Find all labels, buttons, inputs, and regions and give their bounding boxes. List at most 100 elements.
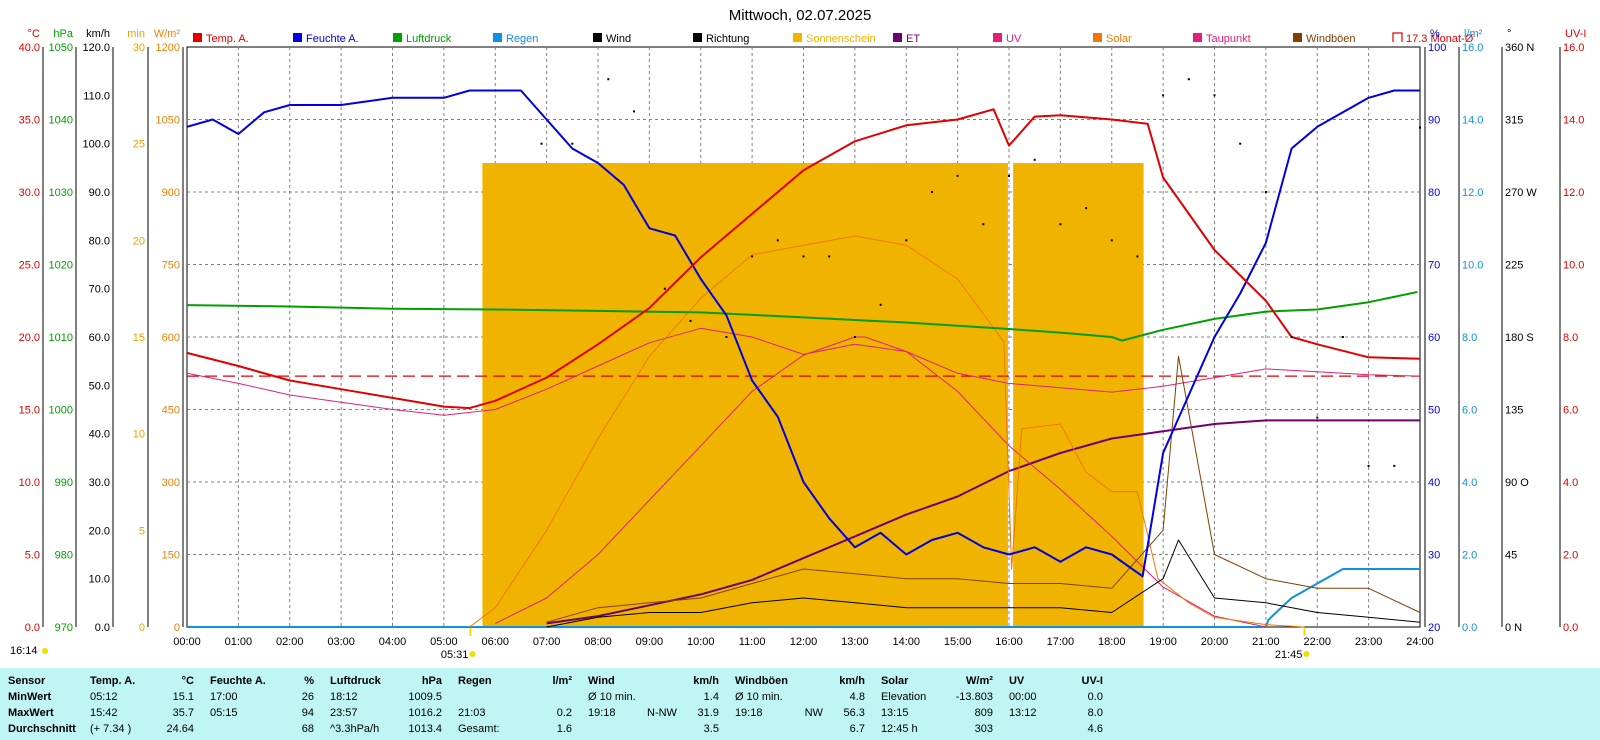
x-tick-label: 12:00 xyxy=(790,636,818,648)
press-axis-tick-label: 1030 xyxy=(49,187,73,199)
solar-value: 809 xyxy=(974,707,993,719)
header-sensor: Sensor xyxy=(8,675,46,687)
uv-axis-tick-label: 12.0 xyxy=(1563,187,1584,199)
rain-time: Gesamt: xyxy=(458,723,500,735)
x-tick-label: 10:00 xyxy=(687,636,715,648)
wind-axis-tick-label: 30.0 xyxy=(89,477,110,489)
humidity-value: 26 xyxy=(301,691,314,703)
solar-value: -13.803 xyxy=(955,691,993,703)
pressure-value: 1013.4 xyxy=(408,723,442,735)
press-axis-tick-label: 1020 xyxy=(49,260,73,272)
x-tick-label: 08:00 xyxy=(584,636,612,648)
temp-axis-tick-label: 0.0 xyxy=(25,622,40,634)
legend-swatch xyxy=(1193,33,1202,42)
header-pressure-unit: hPa xyxy=(421,675,442,687)
pressure-time: 18:12 xyxy=(330,691,358,703)
rain-axis-tick-label: 4.0 xyxy=(1462,477,1477,489)
uv-axis-unit: UV-I xyxy=(1565,28,1586,40)
rain-axis-tick-label: 2.0 xyxy=(1462,550,1477,562)
solar-axis-tick-label: 900 xyxy=(162,187,180,199)
legend-swatch xyxy=(693,33,702,42)
x-tick-label: 11:00 xyxy=(739,636,766,648)
min-axis-tick-label: 0 xyxy=(139,622,145,634)
row-label: MaxWert xyxy=(8,707,54,719)
rain-value: 1.6 xyxy=(556,723,572,735)
statistics-header-row: Sensor Temp. A. °C Feuchte A. % Luftdruc… xyxy=(6,673,1105,689)
marker-layer: 05:31 21:45 16:14 xyxy=(10,628,1310,661)
wind-axis-tick-label: 100.0 xyxy=(82,139,110,151)
direction-point xyxy=(956,174,959,177)
header-gusts: Windböen xyxy=(734,675,788,687)
min-axis-tick-label: 15 xyxy=(133,332,145,344)
sunrise-tick xyxy=(469,628,472,636)
solar-axis-tick-label: 450 xyxy=(162,405,180,417)
temp-axis-tick-label: 5.0 xyxy=(25,550,40,562)
direction-point xyxy=(607,78,610,81)
rain-time xyxy=(456,689,520,705)
header-uv: UV xyxy=(1008,675,1025,687)
x-tick-label: 01:00 xyxy=(225,636,253,648)
header-pressure: Luftdruck xyxy=(330,675,381,687)
direction-point xyxy=(1059,223,1062,226)
hum-axis-tick-label: 90 xyxy=(1428,115,1440,127)
sunshine-block xyxy=(1013,163,1144,627)
x-tick-label: 13:00 xyxy=(841,636,869,648)
temp-axis-tick-label: 40.0 xyxy=(19,42,40,54)
dir-axis-tick-label: 0 N xyxy=(1505,622,1522,634)
x-tick-label: 04:00 xyxy=(379,636,407,648)
current-time-label: 16:14 xyxy=(10,645,38,657)
gust-value: 56.3 xyxy=(843,707,865,719)
header-solar-unit: W/m² xyxy=(966,675,993,687)
rain-axis-tick-label: 6.0 xyxy=(1462,405,1477,417)
min-axis-tick-label: 10 xyxy=(133,429,145,441)
current-time-marker xyxy=(42,648,48,654)
header-humidity: Feuchte A. xyxy=(210,675,266,687)
temp-axis-tick-label: 35.0 xyxy=(19,115,40,127)
gust-time xyxy=(733,721,797,737)
header-temp: Temp. A. xyxy=(90,675,136,687)
sunset-tick xyxy=(1303,628,1306,636)
solar-axis-tick-label: 600 xyxy=(162,332,180,344)
uv-time: 13:12 xyxy=(1008,707,1037,719)
chart-title: Mittwoch, 02.07.2025 xyxy=(729,7,872,24)
legend-swatch xyxy=(593,33,602,42)
gust-time: Ø 10 min. xyxy=(734,691,783,703)
rain-time: 21:03 xyxy=(458,707,486,719)
dir-axis-tick-label: 270 W xyxy=(1505,187,1537,199)
header-humidity-unit: % xyxy=(304,675,314,687)
hum-axis-tick-label: 60 xyxy=(1428,332,1440,344)
header-solar: Solar xyxy=(880,675,909,687)
statistics-row-average: Durchschnitt (+ 7.34 ) 24.64 68 ^3.3hPa/… xyxy=(6,721,1105,737)
axes-layer: 00:00 01:00 02:00 03:00 04:00 05:00 06:00 07:00… xyxy=(19,28,1587,648)
x-tick-label: 14:00 xyxy=(892,636,920,648)
x-tick-label: 15:00 xyxy=(944,636,972,648)
dir-axis-tick-label: 225 xyxy=(1505,260,1523,272)
x-tick-label: 16:00 xyxy=(995,636,1023,648)
press-axis-tick-label: 1050 xyxy=(49,42,73,54)
temp-time: (+ 7.34 ) xyxy=(90,723,132,735)
wind-axis-tick-label: 60.0 xyxy=(89,332,110,344)
gust-time: 19:18 xyxy=(734,707,763,719)
press-axis-tick-label: 1040 xyxy=(49,115,73,127)
direction-point xyxy=(571,142,574,145)
wind-axis-tick-label: 80.0 xyxy=(89,235,110,247)
uv-axis-tick-label: 16.0 xyxy=(1563,42,1584,54)
sunrise-label: 05:31 xyxy=(441,649,469,661)
header-temp-unit: °C xyxy=(181,675,194,687)
direction-point xyxy=(1264,191,1267,193)
solar-axis-tick-label: 750 xyxy=(162,260,180,272)
hum-axis-tick-label: 80 xyxy=(1428,187,1440,199)
rain-axis-tick-label: 16.0 xyxy=(1462,42,1483,54)
direction-point xyxy=(1110,239,1113,242)
press-axis-tick-label: 1000 xyxy=(49,405,73,417)
direction-point xyxy=(930,191,933,193)
row-label: Durchschnitt xyxy=(8,723,76,735)
dir-axis-tick-label: 360 N xyxy=(1505,42,1534,54)
wind-axis-tick-label: 40.0 xyxy=(89,429,110,441)
rain-axis-tick-label: 10.0 xyxy=(1462,260,1483,272)
wind-value: 1.4 xyxy=(703,691,719,703)
wind-axis-tick-label: 120.0 xyxy=(82,42,110,54)
direction-point xyxy=(905,239,908,242)
min-axis-unit: min xyxy=(127,28,145,40)
rain-axis-tick-label: 8.0 xyxy=(1462,332,1477,344)
